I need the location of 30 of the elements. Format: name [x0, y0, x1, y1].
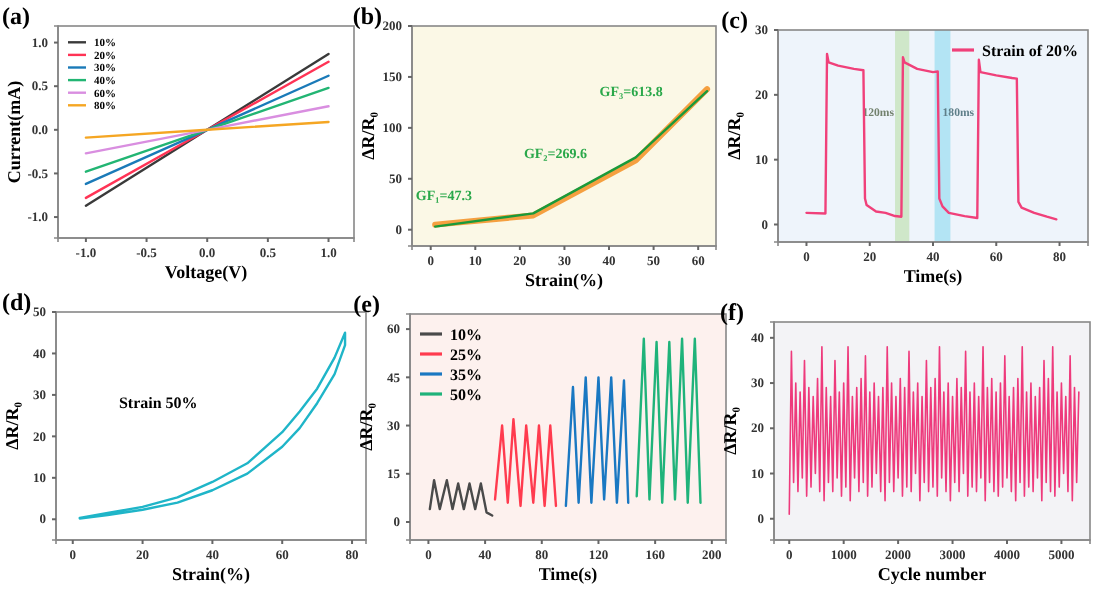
y-axis-title: ΔR/R₀: [2, 401, 22, 450]
chart-title: (b): [352, 2, 382, 30]
annotation: Strain 50%: [118, 393, 198, 412]
x-axis-title: Time(s): [903, 266, 963, 286]
x-axis-title: Voltage(V): [164, 262, 248, 282]
legend-label: 50%: [450, 385, 482, 404]
x-axis-title: Time(s): [538, 564, 598, 584]
x-axis-title: Cycle number: [877, 564, 987, 584]
line-series: [493, 417, 558, 508]
legend-label: 10%: [450, 325, 482, 344]
line-series: [78, 331, 347, 520]
line-series: [635, 337, 702, 504]
chart-title: (c): [721, 6, 748, 34]
chart-title: (a): [2, 2, 30, 30]
legend-label: 35%: [450, 365, 482, 384]
chart-title: (f): [720, 298, 744, 326]
legend-label: Strain of 20%: [982, 41, 1078, 60]
y-axis-title: ΔR/R₀: [358, 111, 378, 160]
y-axis-title: ΔR/R₀: [720, 406, 740, 455]
line-series: [564, 376, 630, 508]
y-axis-title: ΔR/R₀: [356, 402, 376, 451]
chart-title: (e): [353, 290, 380, 318]
legend-label: 25%: [450, 345, 482, 364]
x-axis-title: Strain(%): [525, 270, 603, 290]
y-axis-title: ΔR/R₀: [724, 111, 744, 160]
line-series: [788, 346, 1080, 516]
x-axis-title: Strain(%): [172, 564, 250, 584]
chart-title: (d): [2, 288, 32, 316]
y-axis-title: Current(mA): [4, 80, 24, 184]
line-series: [428, 479, 494, 517]
